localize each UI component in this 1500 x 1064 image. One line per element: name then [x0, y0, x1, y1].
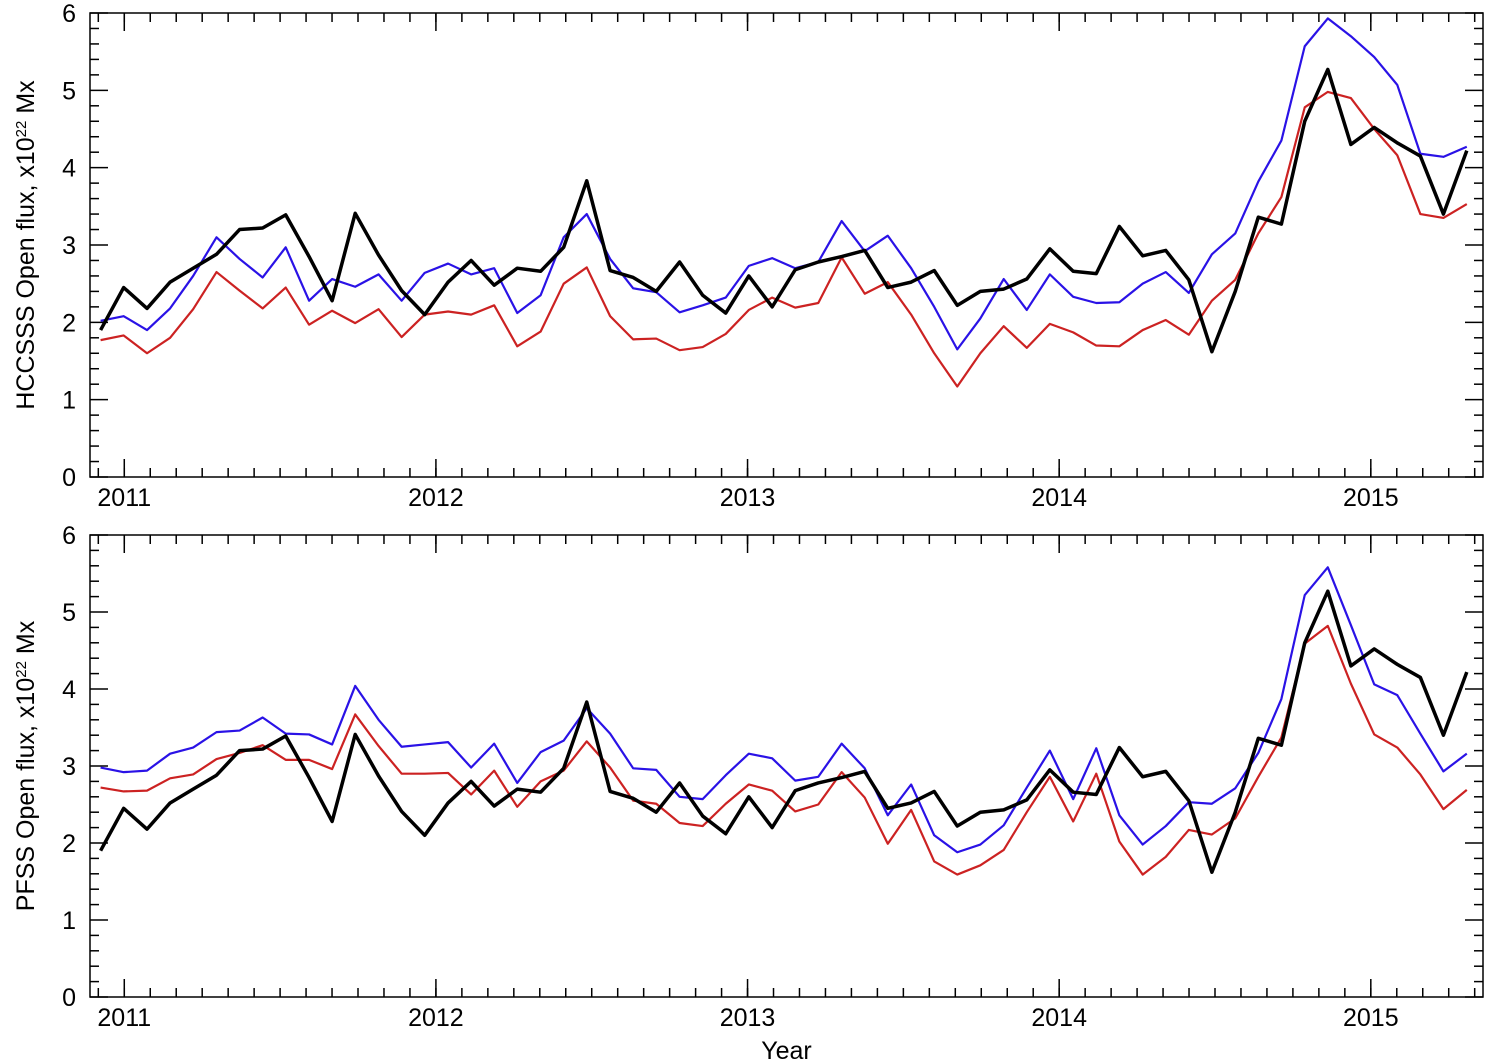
y-tick-label: 0	[62, 464, 76, 492]
y-tick-label: 6	[62, 0, 76, 28]
x-tick-label: 2014	[1031, 484, 1087, 512]
y-tick-label: 1	[62, 907, 76, 935]
y-tick-label: 5	[62, 599, 76, 627]
data-line	[99, 67, 1469, 354]
data-line	[100, 624, 1468, 876]
x-tick-label: 2011	[97, 1004, 151, 1032]
x-tick-label: 2013	[720, 1004, 776, 1032]
x-tick-label: 2015	[1343, 484, 1399, 512]
y-tick-label: 1	[62, 387, 76, 415]
y-tick-label: 4	[62, 155, 76, 183]
x-axis-label: Year	[761, 1037, 812, 1064]
y-axis-label-part: PFSS Open flux, x10	[12, 678, 40, 911]
y-tick-label: 4	[62, 676, 76, 704]
y-tick-label: 5	[62, 77, 76, 105]
y-axis-label: HCCSSS Open flux, x1022 Mx	[12, 80, 40, 410]
y-tick-label: 3	[62, 753, 76, 781]
y-axis-label-part: 22	[13, 661, 30, 678]
x-tick-label: 2012	[408, 1004, 464, 1032]
y-axis-label-part: Mx	[12, 80, 40, 121]
y-axis-label-part: HCCSSS Open flux, x10	[12, 137, 40, 409]
data-line	[100, 90, 1468, 388]
x-tick-label: 2014	[1031, 1004, 1087, 1032]
x-tick-label: 2011	[97, 484, 151, 512]
y-tick-label: 2	[62, 309, 76, 337]
data-line	[99, 589, 1469, 875]
y-tick-label: 2	[62, 830, 76, 858]
y-axis-label-part: Mx	[12, 620, 40, 661]
y-axis-label-part: 22	[13, 121, 30, 138]
data-line	[100, 566, 1468, 854]
y-tick-label: 3	[62, 232, 76, 260]
x-tick-label: 2012	[408, 484, 464, 512]
data-line	[100, 17, 1468, 351]
x-tick-label: 2013	[720, 484, 776, 512]
plot-frame	[89, 534, 1484, 998]
plot-frame	[89, 12, 1484, 478]
y-tick-label: 6	[62, 522, 76, 550]
y-axis-label: PFSS Open flux, x1022 Mx	[12, 620, 40, 911]
x-tick-label: 2015	[1343, 1004, 1399, 1032]
y-tick-label: 0	[62, 984, 76, 1012]
